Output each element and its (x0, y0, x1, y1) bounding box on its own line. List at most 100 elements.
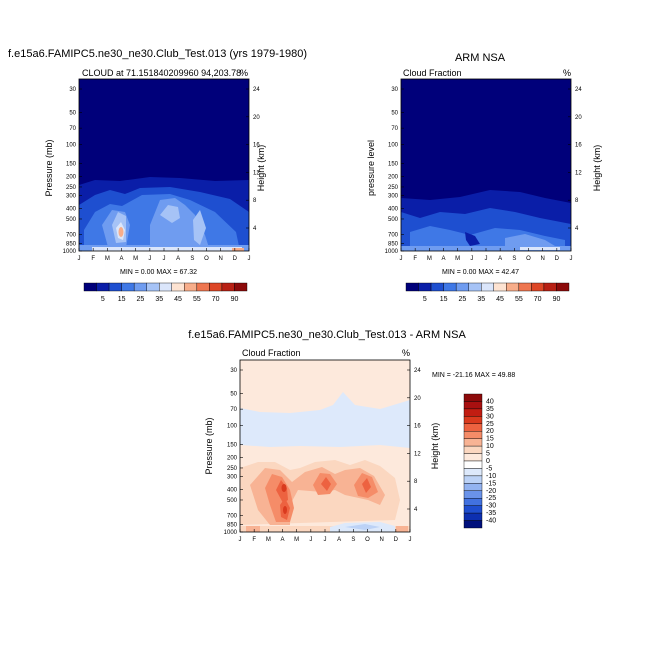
colorbar-swatch (83, 282, 97, 292)
colorbar-swatch (171, 282, 185, 292)
y-tick-label: 300 (66, 193, 77, 199)
y-tick-label: 1000 (385, 249, 399, 255)
colorbar-label: 5 (486, 451, 490, 458)
y-tick-label: 70 (230, 407, 237, 413)
colorbar-label: 25 (459, 296, 467, 303)
colorbar-label: 5 (423, 296, 427, 303)
x-tick-label: J (309, 537, 312, 543)
x-tick-label: M (266, 537, 271, 543)
colorbar-label: -10 (486, 473, 496, 480)
x-tick-label: A (280, 537, 284, 543)
x-tick-label: J (485, 256, 488, 262)
x-tick-label: J (409, 537, 412, 543)
colorbar-swatch (418, 282, 432, 292)
colorbar-label: 10 (486, 443, 494, 450)
colorbar-label: 30 (486, 413, 494, 420)
y-tick-label: 1000 (224, 530, 238, 536)
y-tick-label: 500 (388, 217, 399, 223)
panel-diff-y2label: Height (km) (430, 423, 440, 470)
panel-obs-title: ARM NSA (455, 52, 506, 64)
colorbar-label: 55 (193, 296, 201, 303)
y2-tick-label: 20 (253, 115, 260, 121)
colorbar-swatch (531, 282, 545, 292)
y-tick-label: 100 (388, 143, 399, 149)
colorbar-swatch (196, 282, 210, 292)
panel-diff-stats: MIN = -21.16 MAX = 49.88 (432, 372, 515, 379)
y-tick-label: 500 (227, 498, 238, 504)
colorbar-label: -25 (486, 495, 496, 502)
y-tick-label: 300 (388, 193, 399, 199)
y2-tick-label: 24 (575, 87, 582, 93)
colorbar-label: -15 (486, 480, 496, 487)
x-tick-label: J (78, 256, 81, 262)
x-tick-label: M (294, 537, 299, 543)
colorbar-swatch (133, 282, 147, 292)
panel-obs-field (401, 79, 571, 251)
colorbar-label: 15 (118, 296, 126, 303)
y2-tick-label: 8 (414, 479, 418, 485)
x-tick-label: M (105, 256, 110, 262)
colorbar-label: 45 (496, 296, 504, 303)
y-tick-label: 400 (388, 207, 399, 213)
colorbar-swatch (463, 490, 483, 499)
x-tick-label: D (555, 256, 560, 262)
colorbar-swatch (463, 505, 483, 514)
panel-model-ylabel: Pressure (mb) (44, 139, 54, 196)
colorbar-label: 0 (486, 458, 490, 465)
colorbar-swatch (455, 282, 469, 292)
y2-tick-label: 20 (414, 396, 421, 402)
colorbar-swatch (463, 475, 483, 484)
colorbar-swatch (463, 498, 483, 506)
panel-obs-y2ticks: 24 20 16 12 8 4 (568, 87, 582, 232)
colorbar-label: 25 (486, 421, 494, 428)
panel-obs-yticks: 30 50 70 100 150 200 250 300 400 500 700 850 1000 (385, 87, 404, 255)
y2-tick-label: 4 (253, 226, 257, 232)
colorbar-label: 15 (440, 296, 448, 303)
colorbar-label: 5 (101, 296, 105, 303)
colorbar-label: 20 (486, 428, 494, 435)
y2-tick-label: 16 (575, 143, 582, 149)
colorbar-label: 90 (553, 296, 561, 303)
colorbar-label: -5 (486, 465, 492, 472)
y2-tick-label: 16 (253, 143, 260, 149)
panel-diff-field (240, 360, 410, 532)
y-tick-label: 850 (388, 241, 399, 247)
panel-diff-yticks: 30 50 70 100 150 200 250 300 400 500 700 850 1000 (224, 368, 243, 536)
x-tick-label: J (148, 256, 151, 262)
y-tick-label: 700 (66, 233, 77, 239)
colorbar-swatch (108, 282, 122, 292)
panel-obs-subtitle: Cloud Fraction (403, 68, 462, 78)
y-tick-label: 850 (227, 522, 238, 528)
x-tick-label: D (394, 537, 399, 543)
y-tick-label: 30 (69, 87, 76, 93)
x-tick-label: A (119, 256, 123, 262)
x-tick-label: F (252, 537, 256, 543)
colorbar-swatch (405, 282, 419, 292)
panel-diff-subtitle: Cloud Fraction (242, 348, 301, 358)
y-tick-label: 150 (388, 161, 399, 167)
y-tick-label: 400 (227, 488, 238, 494)
colorbar-label: 25 (137, 296, 145, 303)
y2-tick-label: 8 (253, 198, 257, 204)
colorbar-label: -35 (486, 510, 496, 517)
x-tick-label: N (540, 256, 544, 262)
x-tick-label: N (218, 256, 222, 262)
y-tick-label: 30 (391, 87, 398, 93)
panel-model-stats: MIN = 0.00 MAX = 67.32 (120, 269, 197, 276)
x-tick-label: J (248, 256, 251, 262)
y-tick-label: 50 (230, 392, 237, 398)
y-tick-label: 30 (230, 368, 237, 374)
colorbar-swatch (463, 445, 483, 454)
colorbar-swatch (556, 282, 570, 292)
colorbar-swatch (146, 282, 160, 292)
panel-model-title: f.e15a6.FAMIPC5.ne30_ne30.Club_Test.013 … (8, 48, 307, 60)
colorbar-label: -40 (486, 518, 496, 525)
colorbar-label: 35 (477, 296, 485, 303)
colorbar-label: -20 (486, 488, 496, 495)
colorbar-swatch (463, 393, 483, 402)
